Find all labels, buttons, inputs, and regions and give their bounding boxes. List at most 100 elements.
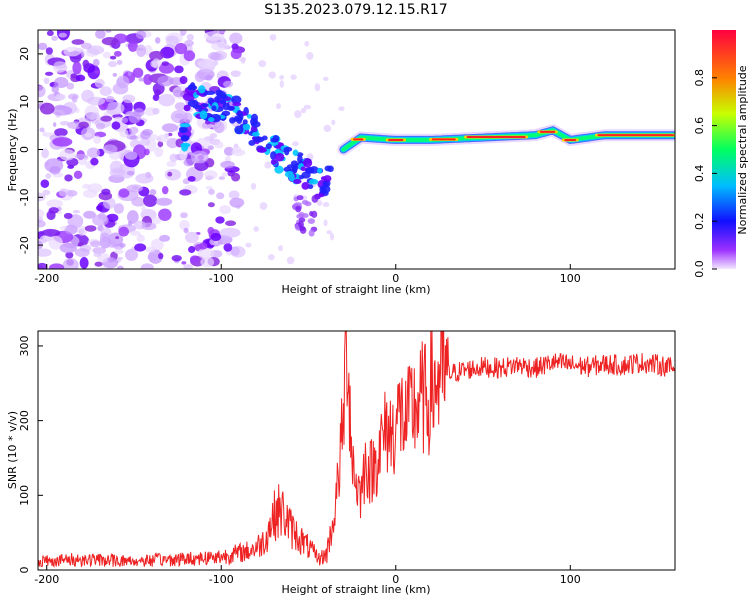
heatmap-noise-blob bbox=[166, 160, 177, 167]
spectrogram-y-tick-label: 0 bbox=[18, 146, 31, 153]
heatmap-noise-blob bbox=[225, 220, 237, 227]
spectrogram-y-tick-label: 20 bbox=[18, 47, 31, 61]
heatmap-noise-blob bbox=[220, 37, 225, 44]
heatmap-noise-blob bbox=[113, 203, 124, 214]
heatmap-signal-blob bbox=[208, 117, 215, 123]
heatmap-noise-blob bbox=[86, 96, 106, 106]
spectrogram-y-tick-label: -10 bbox=[18, 188, 31, 206]
colorbar-tick-label: 0.4 bbox=[693, 165, 706, 183]
heatmap-noise-blob bbox=[95, 205, 104, 211]
heatmap-signal-blob bbox=[293, 178, 302, 185]
spectrogram-y-tick-label: -20 bbox=[18, 236, 31, 254]
heatmap-noise-blob bbox=[338, 106, 345, 111]
snr-x-tick-label: 0 bbox=[392, 573, 399, 586]
heatmap-noise-blob bbox=[279, 75, 285, 80]
heatmap-noise-blob bbox=[53, 61, 67, 70]
heatmap-noise-blob bbox=[276, 103, 281, 110]
heatmap-noise-blob bbox=[92, 214, 109, 226]
heatmap-signal-blob bbox=[274, 152, 285, 162]
heatmap-noise-blob bbox=[129, 135, 139, 140]
heatmap-noise-blob bbox=[90, 240, 101, 248]
heatmap-noise-blob bbox=[130, 230, 141, 236]
heatmap-noise-blob bbox=[223, 146, 235, 156]
heatmap-noise-blob bbox=[122, 94, 136, 104]
heatmap-noise-blob bbox=[268, 71, 276, 79]
snr-x-tick-label: -100 bbox=[209, 573, 234, 586]
heatmap-noise-blob bbox=[118, 188, 130, 198]
heatmap-noise-blob bbox=[87, 183, 103, 193]
heatmap-noise-blob bbox=[105, 30, 112, 33]
heatmap-noise-blob bbox=[316, 200, 323, 206]
heatmap-noise-blob bbox=[149, 216, 162, 225]
heatmap-noise-blob bbox=[63, 212, 73, 220]
heatmap-noise-blob bbox=[119, 242, 126, 248]
heatmap-noise-blob bbox=[208, 188, 215, 195]
heatmap-signal-blob bbox=[211, 105, 217, 112]
spectrogram-y-axis-label: Frequency (Hz) bbox=[6, 109, 19, 192]
heatmap-noise-blob bbox=[135, 173, 154, 184]
heatmap-noise-blob bbox=[183, 158, 195, 167]
heatmap-signal-blob bbox=[179, 123, 191, 128]
heatmap-noise-blob bbox=[58, 32, 68, 38]
heatmap-noise-blob bbox=[329, 232, 335, 241]
heatmap-noise-blob bbox=[218, 176, 225, 180]
heatmap-noise-blob bbox=[101, 188, 111, 196]
spectrogram-y-ticks: -20 -10 0 10 20 bbox=[18, 47, 43, 254]
heatmap-signal-blob bbox=[322, 181, 328, 186]
heatmap-noise-blob bbox=[141, 222, 157, 231]
heatmap-noise-blob bbox=[78, 121, 90, 129]
heatmap-noise-blob bbox=[89, 112, 101, 124]
heatmap-noise-blob bbox=[279, 80, 284, 88]
heatmap-noise-blob bbox=[300, 107, 307, 114]
heatmap-noise-blob bbox=[133, 107, 145, 118]
heatmap-noise-blob bbox=[84, 132, 92, 138]
heatmap-noise-blob bbox=[134, 243, 147, 252]
spectrogram-x-tick-label: -200 bbox=[34, 272, 59, 285]
heatmap-noise-blob bbox=[231, 172, 241, 182]
heatmap-noise-blob bbox=[38, 85, 46, 98]
heatmap-signal-blob bbox=[308, 229, 315, 237]
heatmap-noise-blob bbox=[250, 183, 257, 190]
spectrogram-x-axis-label: Height of straight line (km) bbox=[281, 283, 430, 296]
heatmap-noise-blob bbox=[184, 231, 199, 244]
heatmap-noise-blob bbox=[128, 126, 139, 135]
heatmap-noise-blob bbox=[157, 252, 164, 260]
heatmap-signal-blob bbox=[294, 202, 302, 207]
heatmap-signal-blob bbox=[323, 175, 332, 182]
snr-x-tick-label: -200 bbox=[34, 573, 59, 586]
heatmap-signal-blob bbox=[215, 89, 223, 97]
heatmap-noise-blob bbox=[199, 242, 208, 250]
heatmap-noise-blob bbox=[126, 184, 143, 193]
heatmap-noise-blob bbox=[46, 199, 64, 208]
heatmap-signal-blob bbox=[246, 114, 253, 119]
heatmap-noise-blob bbox=[167, 171, 173, 177]
heatmap-signal-blob bbox=[270, 159, 278, 165]
heatmap-noise-blob bbox=[46, 210, 56, 221]
heatmap-signal-blob bbox=[250, 121, 261, 128]
heatmap-noise-blob bbox=[157, 75, 174, 87]
heatmap-noise-blob bbox=[197, 247, 215, 260]
snr-x-tick-label: 100 bbox=[560, 573, 581, 586]
heatmap-signal-blob bbox=[180, 142, 191, 148]
heatmap-noise-blob bbox=[171, 254, 182, 262]
heatmap-noise-blob bbox=[126, 170, 135, 176]
heatmap-noise-blob bbox=[157, 141, 164, 148]
spectrogram-x-tick-label: -100 bbox=[209, 272, 234, 285]
heatmap-noise-blob bbox=[108, 61, 118, 68]
heatmap-signal-blob bbox=[207, 97, 215, 105]
heatmap-noise-blob bbox=[200, 256, 215, 268]
heatmap-noise-blob bbox=[51, 35, 58, 41]
heatmap-signal-blob bbox=[204, 90, 216, 96]
heatmap-noise-blob bbox=[116, 265, 124, 269]
heatmap-noise-blob bbox=[179, 30, 187, 36]
colorbar-tick-label: 0.8 bbox=[693, 69, 706, 87]
heatmap-noise-blob bbox=[207, 226, 215, 235]
heatmap-noise-blob bbox=[92, 58, 100, 67]
heatmap-noise-blob bbox=[304, 40, 310, 47]
heatmap-noise-blob bbox=[119, 128, 129, 138]
heatmap-noise-blob bbox=[113, 50, 122, 57]
heatmap-noise-blob bbox=[166, 137, 179, 149]
heatmap-noise-blob bbox=[105, 95, 115, 103]
heatmap-noise-blob bbox=[207, 145, 214, 151]
